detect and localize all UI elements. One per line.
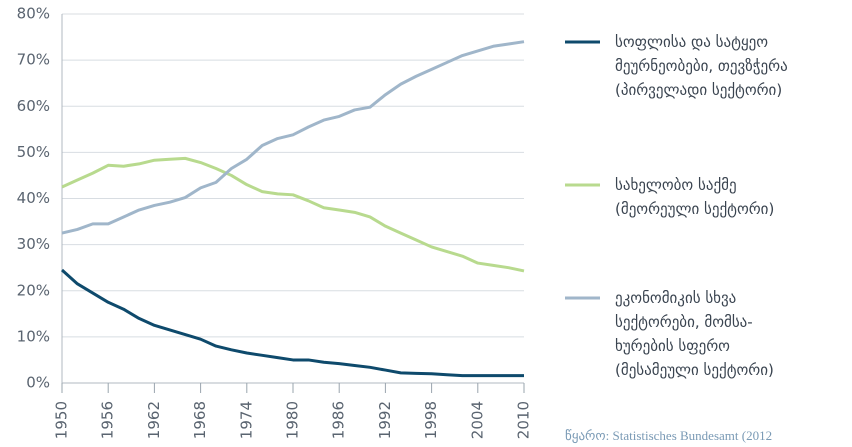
y-tick-label: 40%	[17, 189, 50, 207]
legend-label: სოფლისა და სატყეო მეურნეობები, თევზჭერა (პ…	[615, 33, 788, 99]
x-tick-label: 1986	[330, 401, 348, 439]
x-tick-label: 1974	[237, 401, 255, 439]
y-tick-label: 70%	[17, 51, 50, 69]
series-line	[61, 156, 525, 273]
y-tick-label: 60%	[17, 97, 50, 115]
legend-label: ეკონომიკის სხვა სექტორები, მომსა-ხურების …	[615, 289, 774, 379]
series-line	[61, 40, 525, 235]
x-tick-label: 1968	[191, 401, 209, 439]
x-tick-label: 1962	[145, 401, 163, 439]
series-line	[60, 268, 524, 378]
y-tick-label: 10%	[17, 327, 50, 345]
x-tick-label: 2010	[515, 401, 533, 439]
x-tick-label: 1992	[376, 401, 394, 439]
y-tick-label: 50%	[17, 143, 50, 161]
x-tick-label: 1956	[99, 401, 117, 439]
x-tick-label: 1950	[53, 401, 71, 439]
x-tick-label: 2004	[468, 401, 486, 439]
source-note: წყარო: Statistisches Bundesamt (2012	[565, 428, 772, 444]
legend-label: სახელობო საქმე (მეორეული სექტორი)	[615, 176, 774, 218]
y-tick-label: 20%	[17, 281, 50, 299]
x-tick-label: 1980	[284, 401, 302, 439]
y-tick-label: 80%	[17, 5, 50, 23]
x-tick-label: 1998	[422, 401, 440, 439]
y-tick-label: 0%	[26, 374, 50, 392]
y-tick-label: 30%	[17, 235, 50, 253]
